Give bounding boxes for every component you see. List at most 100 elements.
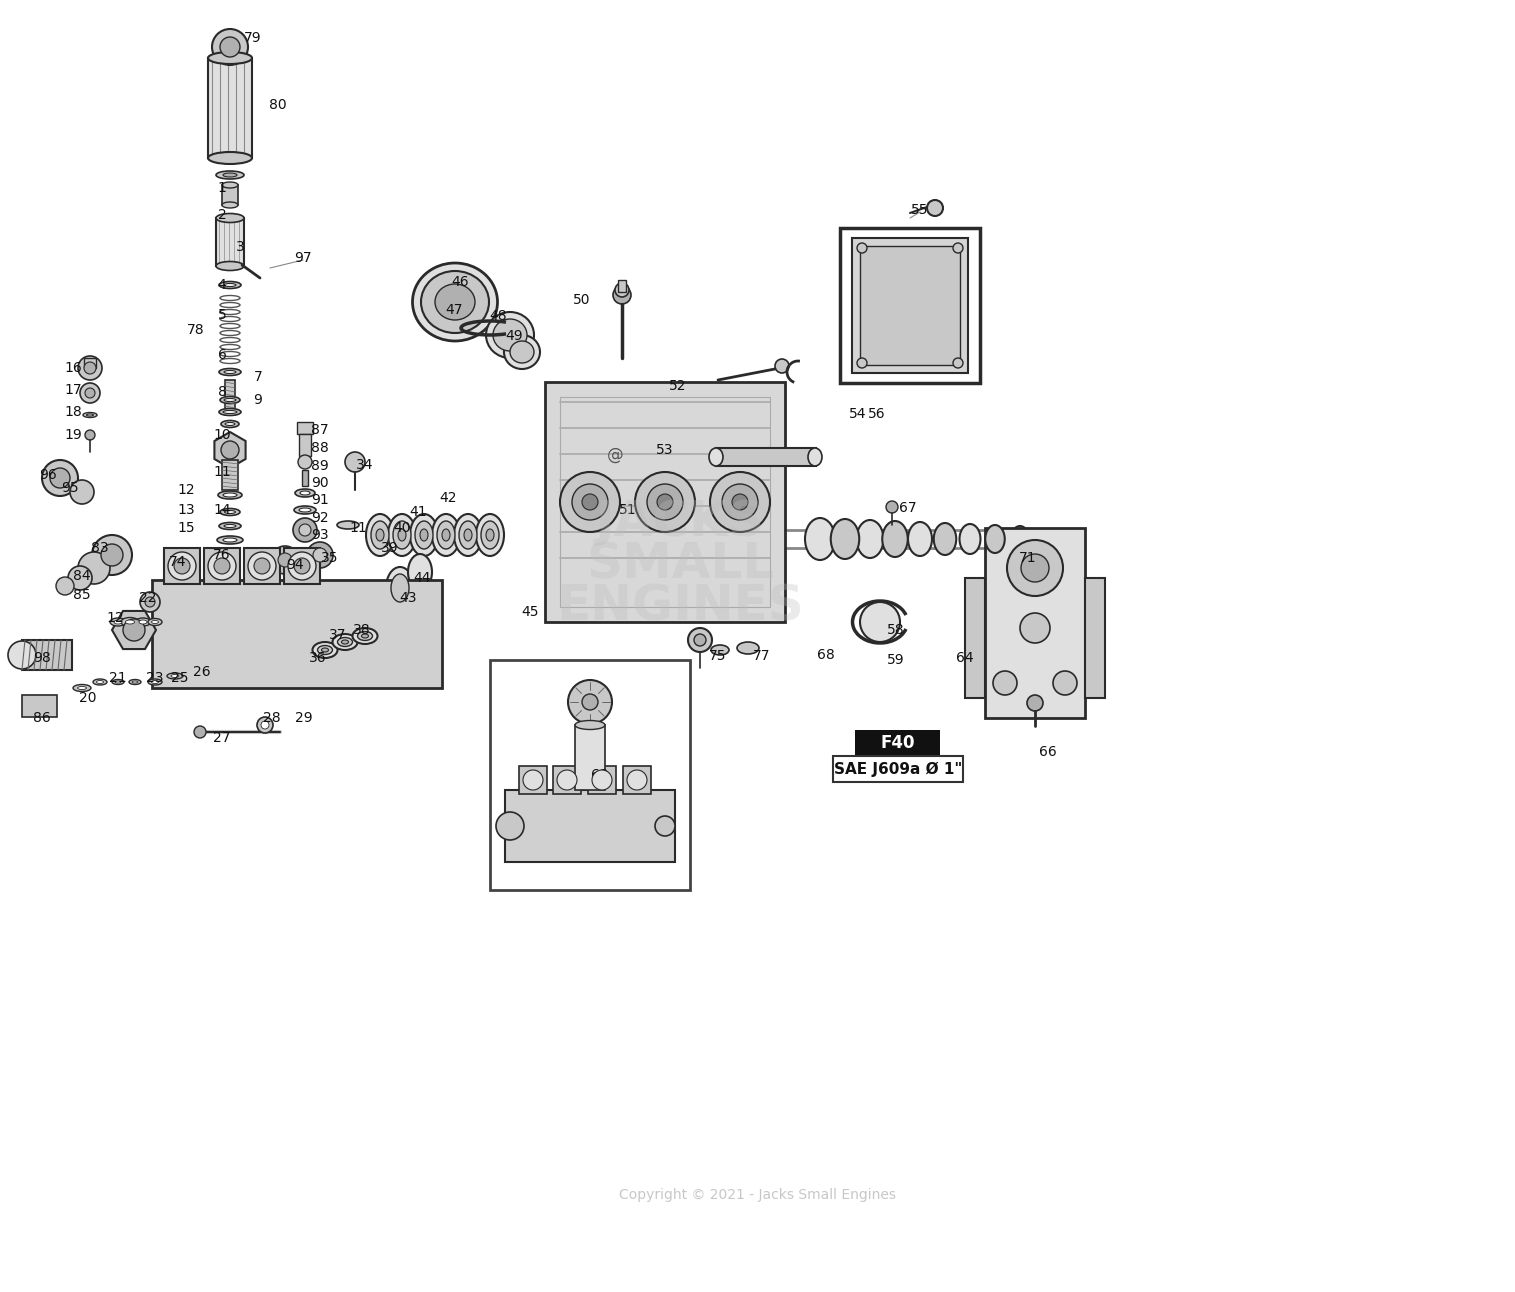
Circle shape <box>314 548 327 562</box>
Circle shape <box>886 501 898 513</box>
Ellipse shape <box>371 521 389 549</box>
Circle shape <box>70 481 94 504</box>
Ellipse shape <box>298 508 311 512</box>
Ellipse shape <box>217 536 242 544</box>
Ellipse shape <box>476 514 504 556</box>
Text: 97: 97 <box>294 251 312 265</box>
Ellipse shape <box>830 519 859 559</box>
Ellipse shape <box>221 420 239 428</box>
Ellipse shape <box>224 398 236 402</box>
Circle shape <box>857 358 867 368</box>
Circle shape <box>992 671 1017 695</box>
Text: 56: 56 <box>868 407 886 421</box>
Text: 26: 26 <box>194 665 211 680</box>
Text: 11: 11 <box>214 465 230 479</box>
Circle shape <box>614 286 632 304</box>
Circle shape <box>523 770 542 789</box>
Circle shape <box>42 460 77 496</box>
Circle shape <box>288 552 317 580</box>
Text: JACKS: JACKS <box>595 497 765 547</box>
Bar <box>588 766 617 795</box>
Text: 15: 15 <box>177 521 195 535</box>
Ellipse shape <box>480 521 498 549</box>
Ellipse shape <box>367 514 394 556</box>
Text: 35: 35 <box>321 550 339 565</box>
Text: 43: 43 <box>400 590 417 605</box>
Ellipse shape <box>126 620 135 624</box>
Ellipse shape <box>415 521 433 549</box>
Ellipse shape <box>504 335 539 370</box>
Text: 36: 36 <box>309 651 327 665</box>
Bar <box>301 470 308 486</box>
Text: 96: 96 <box>39 468 58 482</box>
Text: 93: 93 <box>311 528 329 543</box>
Text: 19: 19 <box>64 428 82 442</box>
Ellipse shape <box>736 642 759 654</box>
Bar <box>283 548 320 584</box>
Bar <box>833 756 964 782</box>
Text: 78: 78 <box>188 323 205 337</box>
Ellipse shape <box>432 514 461 556</box>
Ellipse shape <box>420 528 429 541</box>
Ellipse shape <box>411 514 438 556</box>
Circle shape <box>208 552 236 580</box>
Circle shape <box>68 566 92 590</box>
Ellipse shape <box>223 182 238 189</box>
Ellipse shape <box>486 528 494 541</box>
Ellipse shape <box>459 521 477 549</box>
Text: 3: 3 <box>236 240 244 255</box>
Circle shape <box>220 37 239 57</box>
Ellipse shape <box>295 488 315 497</box>
Circle shape <box>592 770 612 789</box>
Circle shape <box>953 243 964 253</box>
Bar <box>164 548 200 584</box>
Text: 44: 44 <box>414 571 430 585</box>
Circle shape <box>635 472 695 532</box>
Bar <box>226 380 235 415</box>
Text: 9: 9 <box>253 393 262 407</box>
Circle shape <box>83 362 95 373</box>
Text: 27: 27 <box>214 731 230 745</box>
Ellipse shape <box>220 282 241 288</box>
Bar <box>985 528 1085 718</box>
Text: 1: 1 <box>218 181 226 195</box>
Ellipse shape <box>220 368 241 376</box>
Bar <box>298 434 311 456</box>
Ellipse shape <box>1011 526 1029 552</box>
Ellipse shape <box>321 649 329 652</box>
Bar <box>152 580 442 689</box>
Circle shape <box>568 680 612 724</box>
Ellipse shape <box>217 171 244 180</box>
Bar <box>861 245 961 366</box>
Ellipse shape <box>709 448 723 466</box>
Text: 94: 94 <box>286 558 305 572</box>
Circle shape <box>573 484 608 519</box>
Circle shape <box>582 494 598 510</box>
Ellipse shape <box>882 521 907 557</box>
Text: 18: 18 <box>64 404 82 419</box>
Ellipse shape <box>907 522 932 556</box>
Circle shape <box>92 535 132 575</box>
Ellipse shape <box>220 550 239 557</box>
Circle shape <box>77 357 102 380</box>
Text: 92: 92 <box>311 512 329 525</box>
Ellipse shape <box>412 264 497 341</box>
Ellipse shape <box>421 271 489 333</box>
Text: 62: 62 <box>591 767 609 782</box>
Bar <box>618 280 626 292</box>
Ellipse shape <box>807 448 823 466</box>
Circle shape <box>255 558 270 574</box>
Text: F40: F40 <box>880 734 915 752</box>
Text: 20: 20 <box>79 691 97 705</box>
Bar <box>576 725 604 789</box>
Text: 5: 5 <box>218 307 226 322</box>
Text: 79: 79 <box>244 31 262 45</box>
Ellipse shape <box>804 518 835 559</box>
Circle shape <box>927 200 942 216</box>
Circle shape <box>694 634 706 646</box>
Text: 54: 54 <box>850 407 867 421</box>
Circle shape <box>258 717 273 733</box>
Circle shape <box>50 468 70 488</box>
Ellipse shape <box>97 681 103 683</box>
Circle shape <box>308 543 333 568</box>
